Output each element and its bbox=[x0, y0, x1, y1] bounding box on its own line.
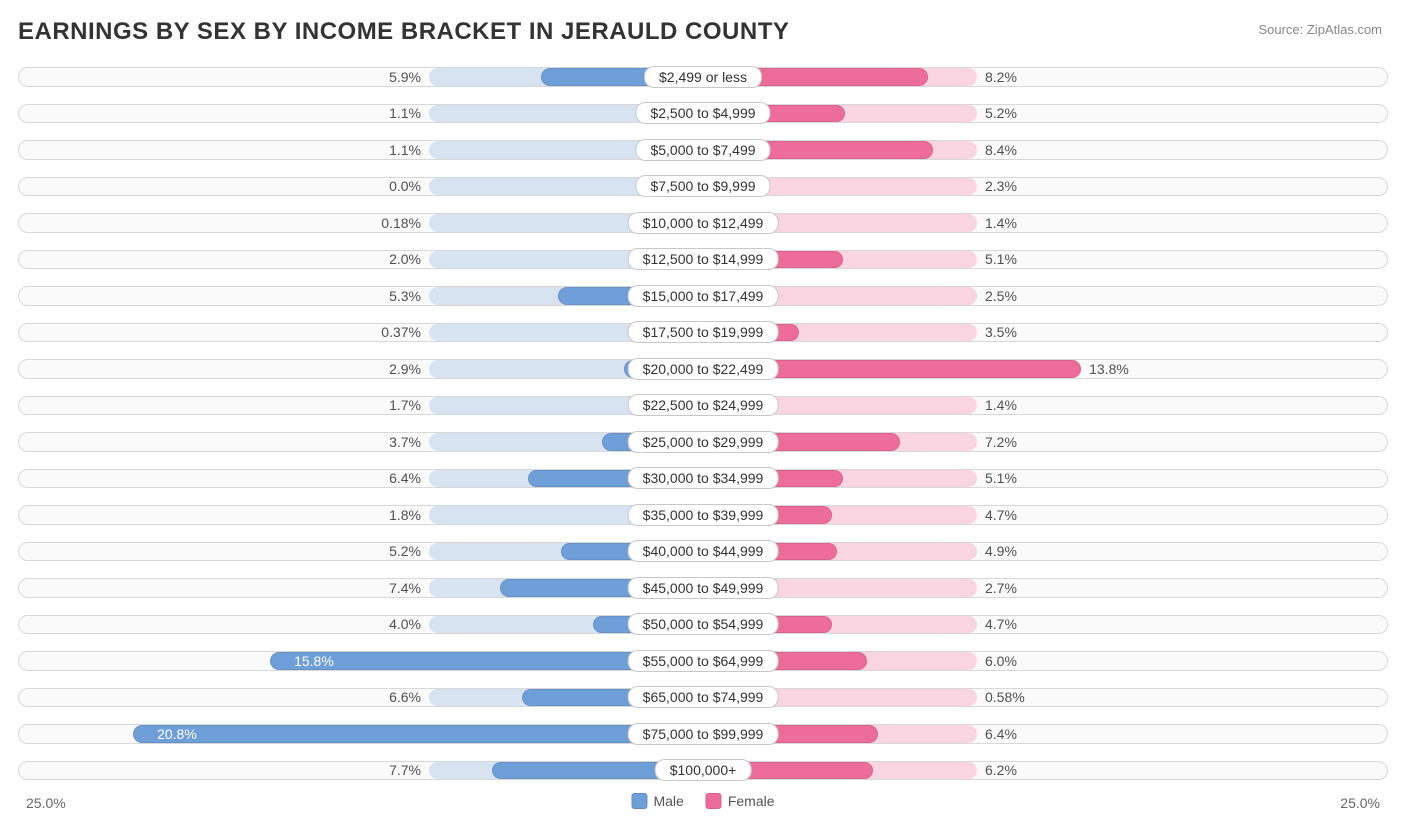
male-pct-label: 0.18% bbox=[381, 215, 421, 231]
chart-row: 7.7% 6.2% $100,000+ bbox=[18, 754, 1388, 788]
chart-row: 0.0% 2.3% $7,500 to $9,999 bbox=[18, 170, 1388, 204]
male-pct-label: 1.7% bbox=[389, 397, 421, 413]
bracket-label: $15,000 to $17,499 bbox=[628, 285, 779, 307]
bracket-label: $55,000 to $64,999 bbox=[628, 650, 779, 672]
bracket-label: $25,000 to $29,999 bbox=[628, 431, 779, 453]
chart-row: 20.8% 6.4% $75,000 to $99,999 bbox=[18, 717, 1388, 751]
male-pct-label: 0.0% bbox=[389, 178, 421, 194]
chart-area: 5.9% 8.2% $2,499 or less 1.1% 5.2% $2,500 to … bbox=[18, 60, 1388, 819]
male-pct-label: 7.4% bbox=[389, 580, 421, 596]
bracket-label: $2,499 or less bbox=[644, 66, 762, 88]
female-pct-label: 3.5% bbox=[985, 324, 1017, 340]
legend-label: Female bbox=[728, 793, 775, 809]
legend-label: Male bbox=[653, 793, 683, 809]
female-pct-label: 1.4% bbox=[985, 215, 1017, 231]
bracket-label: $45,000 to $49,999 bbox=[628, 577, 779, 599]
chart-row: 5.3% 2.5% $15,000 to $17,499 bbox=[18, 279, 1388, 313]
chart-row: 3.7% 7.2% $25,000 to $29,999 bbox=[18, 425, 1388, 459]
bracket-label: $30,000 to $34,999 bbox=[628, 467, 779, 489]
female-pct-label: 7.2% bbox=[985, 434, 1017, 450]
female-pct-label: 4.7% bbox=[985, 507, 1017, 523]
bracket-label: $12,500 to $14,999 bbox=[628, 248, 779, 270]
bracket-label: $50,000 to $54,999 bbox=[628, 613, 779, 635]
chart-row: 5.9% 8.2% $2,499 or less bbox=[18, 60, 1388, 94]
male-pct-label: 4.0% bbox=[389, 616, 421, 632]
female-pct-label: 6.2% bbox=[985, 762, 1017, 778]
male-pct-label: 6.4% bbox=[389, 470, 421, 486]
axis-left-label: 25.0% bbox=[26, 795, 66, 811]
bracket-label: $40,000 to $44,999 bbox=[628, 540, 779, 562]
male-pct-label: 6.6% bbox=[389, 689, 421, 705]
male-pct-label: 15.8% bbox=[294, 653, 334, 669]
source-attribution: Source: ZipAtlas.com bbox=[1258, 22, 1382, 37]
male-pct-label: 0.37% bbox=[381, 324, 421, 340]
female-pct-label: 6.4% bbox=[985, 726, 1017, 742]
chart-title: EARNINGS BY SEX BY INCOME BRACKET IN JER… bbox=[18, 18, 1388, 46]
male-pct-label: 5.9% bbox=[389, 69, 421, 85]
chart-row: 2.9% 13.8% $20,000 to $22,499 bbox=[18, 352, 1388, 386]
chart-row: 1.1% 5.2% $2,500 to $4,999 bbox=[18, 97, 1388, 131]
female-pct-label: 6.0% bbox=[985, 653, 1017, 669]
female-pct-label: 8.4% bbox=[985, 142, 1017, 158]
female-pct-label: 1.4% bbox=[985, 397, 1017, 413]
chart-row: 5.2% 4.9% $40,000 to $44,999 bbox=[18, 535, 1388, 569]
chart-row: 6.4% 5.1% $30,000 to $34,999 bbox=[18, 462, 1388, 496]
bracket-label: $17,500 to $19,999 bbox=[628, 321, 779, 343]
bracket-label: $7,500 to $9,999 bbox=[635, 175, 770, 197]
male-pct-label: 3.7% bbox=[389, 434, 421, 450]
male-pct-label: 20.8% bbox=[157, 726, 197, 742]
female-pct-label: 0.58% bbox=[985, 689, 1025, 705]
male-pct-label: 2.0% bbox=[389, 251, 421, 267]
chart-row: 0.18% 1.4% $10,000 to $12,499 bbox=[18, 206, 1388, 240]
bracket-label: $65,000 to $74,999 bbox=[628, 686, 779, 708]
female-pct-label: 5.2% bbox=[985, 105, 1017, 121]
female-pct-label: 5.1% bbox=[985, 470, 1017, 486]
bracket-label: $100,000+ bbox=[655, 759, 752, 781]
chart-row: 1.8% 4.7% $35,000 to $39,999 bbox=[18, 498, 1388, 532]
male-pct-label: 2.9% bbox=[389, 361, 421, 377]
male-pct-label: 1.1% bbox=[389, 142, 421, 158]
female-pct-label: 8.2% bbox=[985, 69, 1017, 85]
male-bar bbox=[133, 725, 703, 743]
female-pct-label: 13.8% bbox=[1089, 361, 1129, 377]
legend: Male Female bbox=[631, 793, 774, 809]
bracket-label: $22,500 to $24,999 bbox=[628, 394, 779, 416]
chart-row: 6.6% 0.58% $65,000 to $74,999 bbox=[18, 681, 1388, 715]
chart-row: 4.0% 4.7% $50,000 to $54,999 bbox=[18, 608, 1388, 642]
bracket-label: $5,000 to $7,499 bbox=[635, 139, 770, 161]
legend-swatch bbox=[631, 793, 647, 809]
chart-row: 0.37% 3.5% $17,500 to $19,999 bbox=[18, 316, 1388, 350]
male-pct-label: 7.7% bbox=[389, 762, 421, 778]
bracket-label: $10,000 to $12,499 bbox=[628, 212, 779, 234]
chart-row: 15.8% 6.0% $55,000 to $64,999 bbox=[18, 644, 1388, 678]
female-pct-label: 4.9% bbox=[985, 543, 1017, 559]
chart-row: 1.1% 8.4% $5,000 to $7,499 bbox=[18, 133, 1388, 167]
male-pct-label: 1.8% bbox=[389, 507, 421, 523]
bracket-label: $75,000 to $99,999 bbox=[628, 723, 779, 745]
female-pct-label: 4.7% bbox=[985, 616, 1017, 632]
chart-row: 1.7% 1.4% $22,500 to $24,999 bbox=[18, 389, 1388, 423]
axis-row: 25.0% 25.0% Male Female bbox=[18, 791, 1388, 819]
bracket-label: $2,500 to $4,999 bbox=[635, 102, 770, 124]
male-pct-label: 1.1% bbox=[389, 105, 421, 121]
female-pct-label: 2.3% bbox=[985, 178, 1017, 194]
chart-row: 2.0% 5.1% $12,500 to $14,999 bbox=[18, 243, 1388, 277]
legend-item: Female bbox=[706, 793, 775, 809]
male-pct-label: 5.2% bbox=[389, 543, 421, 559]
female-pct-label: 2.7% bbox=[985, 580, 1017, 596]
female-pct-label: 5.1% bbox=[985, 251, 1017, 267]
legend-swatch bbox=[706, 793, 722, 809]
bracket-label: $35,000 to $39,999 bbox=[628, 504, 779, 526]
chart-row: 7.4% 2.7% $45,000 to $49,999 bbox=[18, 571, 1388, 605]
female-pct-label: 2.5% bbox=[985, 288, 1017, 304]
axis-right-label: 25.0% bbox=[1340, 795, 1380, 811]
male-pct-label: 5.3% bbox=[389, 288, 421, 304]
legend-item: Male bbox=[631, 793, 683, 809]
bracket-label: $20,000 to $22,499 bbox=[628, 358, 779, 380]
